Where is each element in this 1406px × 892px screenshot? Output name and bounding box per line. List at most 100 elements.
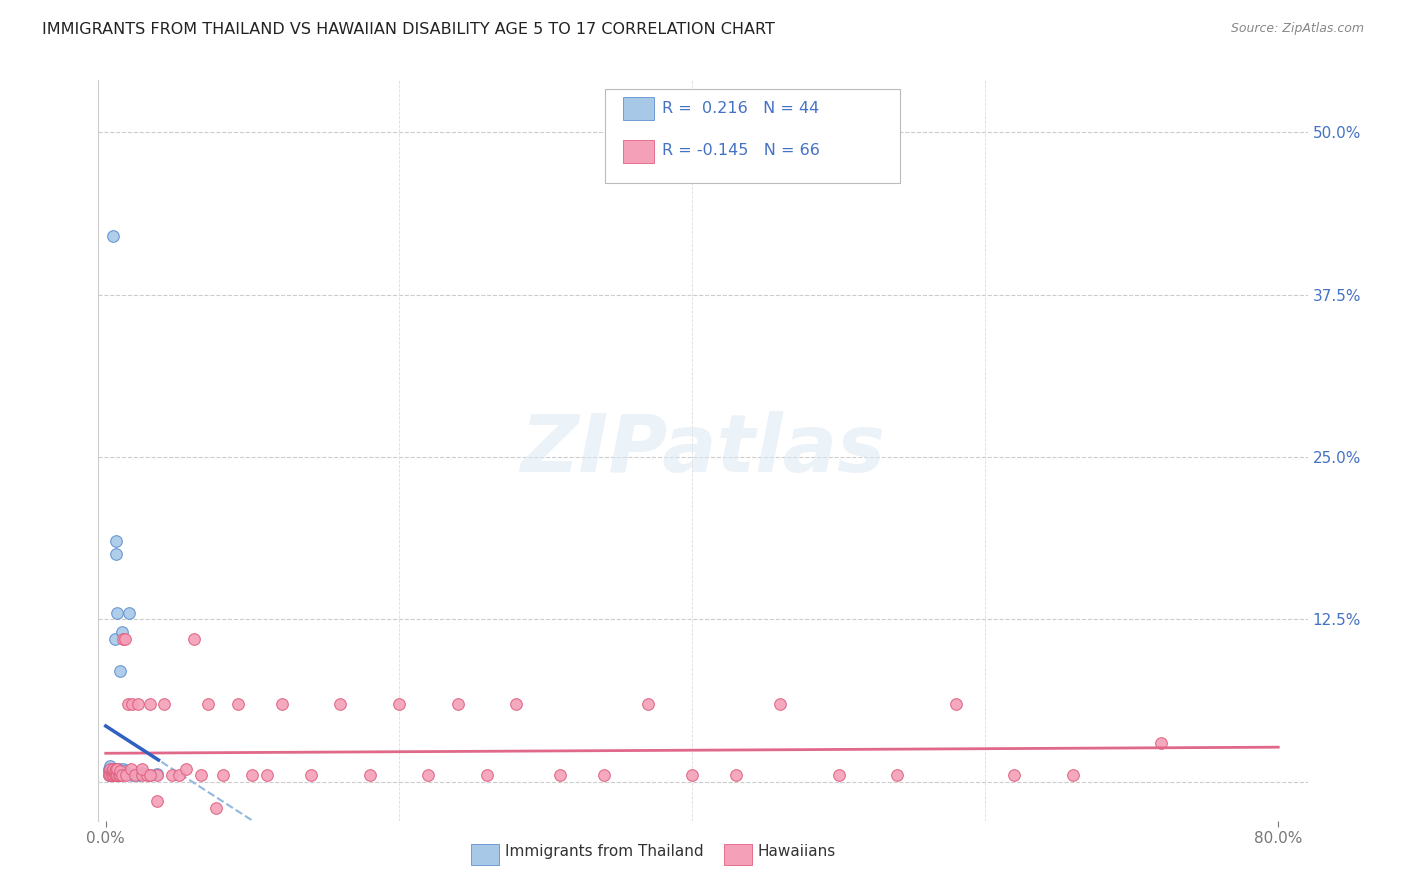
Point <box>100 767 122 781</box>
Point <box>120 762 142 776</box>
Point <box>110 665 132 679</box>
Point <box>114 632 136 646</box>
Point <box>105 768 128 782</box>
Point <box>110 768 132 782</box>
Point <box>101 764 124 779</box>
Point <box>131 768 153 782</box>
Point <box>100 768 122 782</box>
Point <box>827 768 849 782</box>
Point <box>593 768 616 782</box>
Point <box>183 632 205 646</box>
Point <box>98 762 121 776</box>
Point <box>475 768 498 782</box>
Point <box>108 768 131 782</box>
Point <box>97 768 120 782</box>
Point <box>138 768 160 782</box>
Point <box>105 762 128 776</box>
Point <box>138 697 160 711</box>
Point <box>98 765 121 780</box>
Point <box>190 768 212 782</box>
Point <box>256 768 278 782</box>
Point <box>204 800 226 814</box>
Point <box>101 762 124 776</box>
Point <box>1062 768 1084 782</box>
Point <box>112 632 135 646</box>
Point <box>146 794 169 808</box>
Point <box>160 768 183 782</box>
Point <box>329 697 352 711</box>
Point <box>146 768 169 782</box>
Point <box>388 697 411 711</box>
Point <box>121 768 143 782</box>
Point <box>197 697 219 711</box>
Point <box>118 606 141 620</box>
Point <box>240 768 263 782</box>
Point <box>107 768 129 782</box>
Point <box>97 768 120 782</box>
Point <box>97 762 120 776</box>
Point <box>359 768 381 782</box>
Point <box>103 764 125 779</box>
Point <box>505 697 527 711</box>
Point <box>107 765 129 780</box>
Point <box>108 762 131 776</box>
Point <box>100 764 122 779</box>
Point <box>115 768 138 782</box>
Point <box>212 768 235 782</box>
Point <box>103 768 125 782</box>
Point <box>105 768 128 782</box>
Point <box>98 768 121 782</box>
Text: R =  0.216   N = 44: R = 0.216 N = 44 <box>662 101 820 116</box>
Point <box>98 767 121 781</box>
Point <box>98 768 121 782</box>
Point <box>98 759 121 773</box>
Point <box>548 768 571 782</box>
Point <box>107 762 129 776</box>
Point <box>107 768 129 782</box>
Point <box>446 697 468 711</box>
Point <box>138 768 160 782</box>
Point <box>101 229 124 244</box>
Point <box>127 768 149 782</box>
Point <box>131 762 153 776</box>
Point <box>98 762 121 776</box>
Point <box>1004 768 1026 782</box>
Point <box>101 767 124 781</box>
Point <box>103 767 125 781</box>
Point <box>299 768 322 782</box>
Text: IMMIGRANTS FROM THAILAND VS HAWAIIAN DISABILITY AGE 5 TO 17 CORRELATION CHART: IMMIGRANTS FROM THAILAND VS HAWAIIAN DIS… <box>42 22 775 37</box>
Text: Hawaiians: Hawaiians <box>758 844 837 859</box>
Point <box>945 697 967 711</box>
Point <box>100 765 122 780</box>
Point <box>146 767 169 781</box>
Point <box>101 768 124 782</box>
Point <box>105 765 128 780</box>
Point <box>418 768 440 782</box>
Point <box>153 697 176 711</box>
Point <box>115 767 138 781</box>
Point <box>103 768 125 782</box>
Point <box>886 768 908 782</box>
Point <box>110 764 132 779</box>
Point <box>100 764 122 779</box>
Point <box>226 697 249 711</box>
Point <box>1150 736 1173 750</box>
Point <box>105 547 128 561</box>
Point <box>124 768 146 782</box>
Text: R = -0.145   N = 66: R = -0.145 N = 66 <box>662 143 820 158</box>
Point <box>111 625 134 640</box>
Point <box>108 768 131 782</box>
Text: Immigrants from Thailand: Immigrants from Thailand <box>505 844 703 859</box>
Text: Source: ZipAtlas.com: Source: ZipAtlas.com <box>1230 22 1364 36</box>
Point <box>101 768 124 782</box>
Point <box>131 765 153 780</box>
Point <box>681 768 703 782</box>
Point <box>101 765 124 780</box>
Point <box>724 768 747 782</box>
Point <box>176 762 198 776</box>
Point <box>103 762 125 776</box>
Point <box>124 767 146 781</box>
Point <box>117 697 139 711</box>
Point <box>103 632 125 646</box>
Point <box>101 764 124 779</box>
